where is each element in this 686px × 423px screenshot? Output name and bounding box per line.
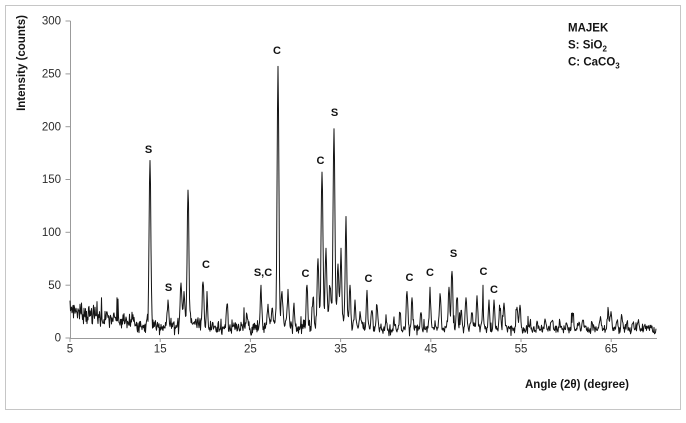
- svg-text:Angle (2θ) (degree): Angle (2θ) (degree): [525, 379, 629, 391]
- svg-text:50: 50: [48, 280, 61, 292]
- svg-text:45: 45: [424, 344, 437, 356]
- svg-text:0: 0: [55, 333, 61, 345]
- svg-text:25: 25: [244, 344, 257, 356]
- svg-text:S: S: [331, 107, 338, 119]
- svg-text:S: SiO2: S: SiO2: [568, 40, 608, 54]
- svg-text:150: 150: [42, 174, 61, 186]
- svg-text:C: C: [273, 45, 281, 57]
- svg-text:C: C: [202, 259, 210, 271]
- svg-text:Intensity (counts): Intensity (counts): [16, 15, 28, 111]
- svg-text:C: C: [480, 266, 488, 278]
- svg-text:C: CaCO3: C: CaCO3: [568, 57, 620, 71]
- svg-text:5: 5: [67, 344, 73, 356]
- svg-text:300: 300: [42, 16, 61, 28]
- svg-text:C: C: [426, 267, 434, 279]
- svg-text:S: S: [165, 282, 172, 294]
- svg-text:35: 35: [334, 344, 347, 356]
- svg-text:C: C: [406, 272, 414, 284]
- svg-text:S: S: [145, 144, 152, 156]
- svg-text:C: C: [490, 284, 498, 296]
- svg-text:100: 100: [42, 227, 61, 239]
- svg-text:C: C: [365, 273, 373, 285]
- svg-text:65: 65: [605, 344, 618, 356]
- svg-text:55: 55: [515, 344, 528, 356]
- svg-text:250: 250: [42, 69, 61, 81]
- svg-text:S,C: S,C: [254, 267, 272, 279]
- svg-text:200: 200: [42, 121, 61, 133]
- svg-text:MAJEK: MAJEK: [568, 23, 609, 35]
- svg-text:15: 15: [154, 344, 167, 356]
- svg-text:C: C: [317, 155, 325, 167]
- svg-text:S: S: [450, 248, 457, 260]
- svg-text:C: C: [302, 268, 310, 280]
